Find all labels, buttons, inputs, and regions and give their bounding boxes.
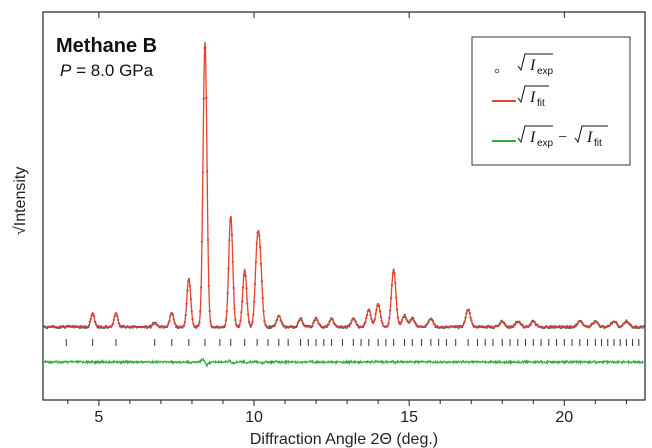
x-tick-label: 20 xyxy=(555,409,573,426)
series-diff-line xyxy=(44,357,644,368)
x-axis-label: Diffraction Angle 2Θ (deg.) xyxy=(250,431,438,448)
x-tick-label: 10 xyxy=(245,409,263,426)
legend-exp-sub: exp xyxy=(537,66,554,77)
series-group xyxy=(43,41,645,368)
legend-diff-sub2: fit xyxy=(594,138,602,149)
legend-fit-symbol: I xyxy=(529,89,536,106)
legend-diff-symbol1: I xyxy=(529,129,536,146)
legend: I exp I fit I exp − I fit xyxy=(471,36,631,166)
legend-sqrt-icon xyxy=(517,125,553,144)
legend-sqrt-icon xyxy=(517,53,553,72)
x-ticks: 5 10 15 20 xyxy=(67,12,627,426)
chart-subtitle: P = 8.0 GPa xyxy=(60,61,154,80)
chart-title: Methane B xyxy=(56,35,157,57)
x-tick-label: 15 xyxy=(400,409,418,426)
x-tick-label: 5 xyxy=(94,409,103,426)
series-fit-line xyxy=(44,41,644,328)
legend-exp-marker xyxy=(494,68,500,74)
y-axis-label: √Intensity xyxy=(12,167,29,235)
legend-sqrt-icon xyxy=(574,125,608,144)
legend-diff-symbol2: I xyxy=(586,129,593,146)
legend-diff-operator: − xyxy=(558,129,567,146)
legend-fit-sub: fit xyxy=(537,98,545,109)
legend-exp-symbol: I xyxy=(529,57,536,74)
legend-diff-sub1: exp xyxy=(537,138,554,149)
plot-frame xyxy=(42,11,646,401)
legend-sqrt-icon xyxy=(517,85,549,104)
reflection-markers xyxy=(65,339,640,346)
